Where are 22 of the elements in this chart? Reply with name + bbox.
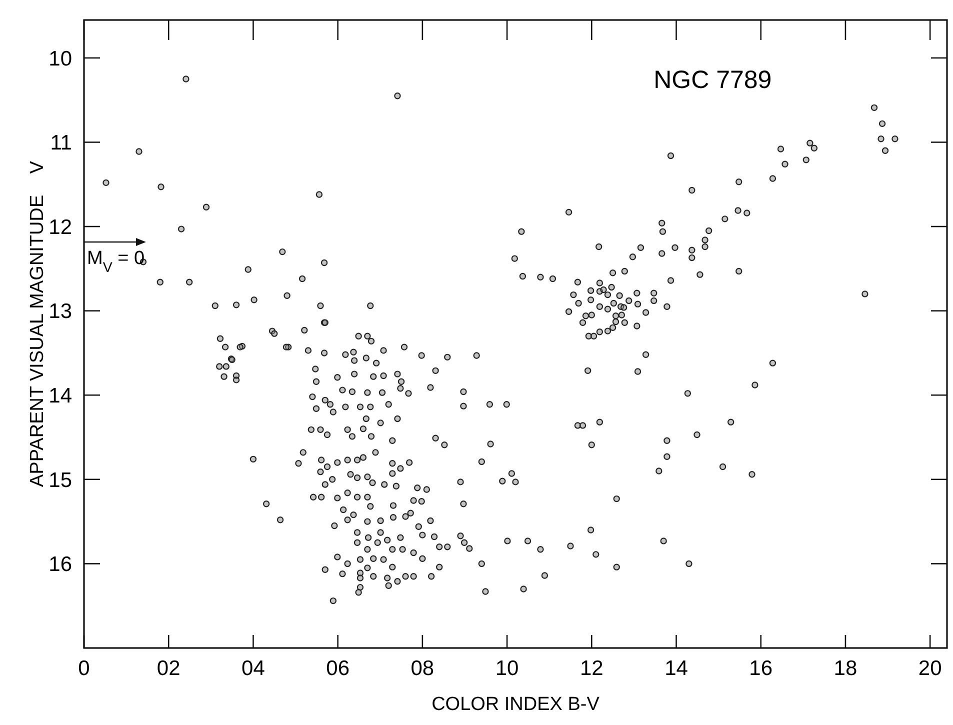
x-tick-label: 18: [834, 657, 858, 680]
x-tick-label: 02: [156, 657, 180, 680]
x-tick-label: 08: [410, 657, 434, 680]
y-tick-label: 12: [48, 216, 72, 239]
y-tick-label: 10: [48, 47, 72, 70]
y-tick-label: 16: [48, 553, 72, 576]
x-tick-label: 16: [749, 657, 773, 680]
x-tick-label: 0: [78, 657, 90, 680]
y-tick-label: 11: [50, 132, 72, 155]
x-tick-label: 12: [580, 657, 604, 680]
annotation: M$_{V}$ = 0: [87, 248, 145, 276]
y-axis-title: APPARENT VISUAL MAGNITUDE V: [27, 160, 48, 487]
x-tick-label: 20: [918, 657, 942, 680]
x-axis-title: COLOR INDEX B-V: [432, 694, 600, 715]
y-tick-label: 14: [48, 384, 72, 408]
y-tick-label: 15: [48, 468, 72, 492]
y-tick-label: 13: [48, 300, 72, 324]
x-tick-label: 04: [242, 657, 266, 680]
x-tick-label: 06: [326, 657, 350, 680]
annotation: NGC 7789: [654, 66, 772, 94]
x-tick-label: 14: [664, 657, 688, 680]
x-tick-label: 10: [495, 657, 519, 680]
